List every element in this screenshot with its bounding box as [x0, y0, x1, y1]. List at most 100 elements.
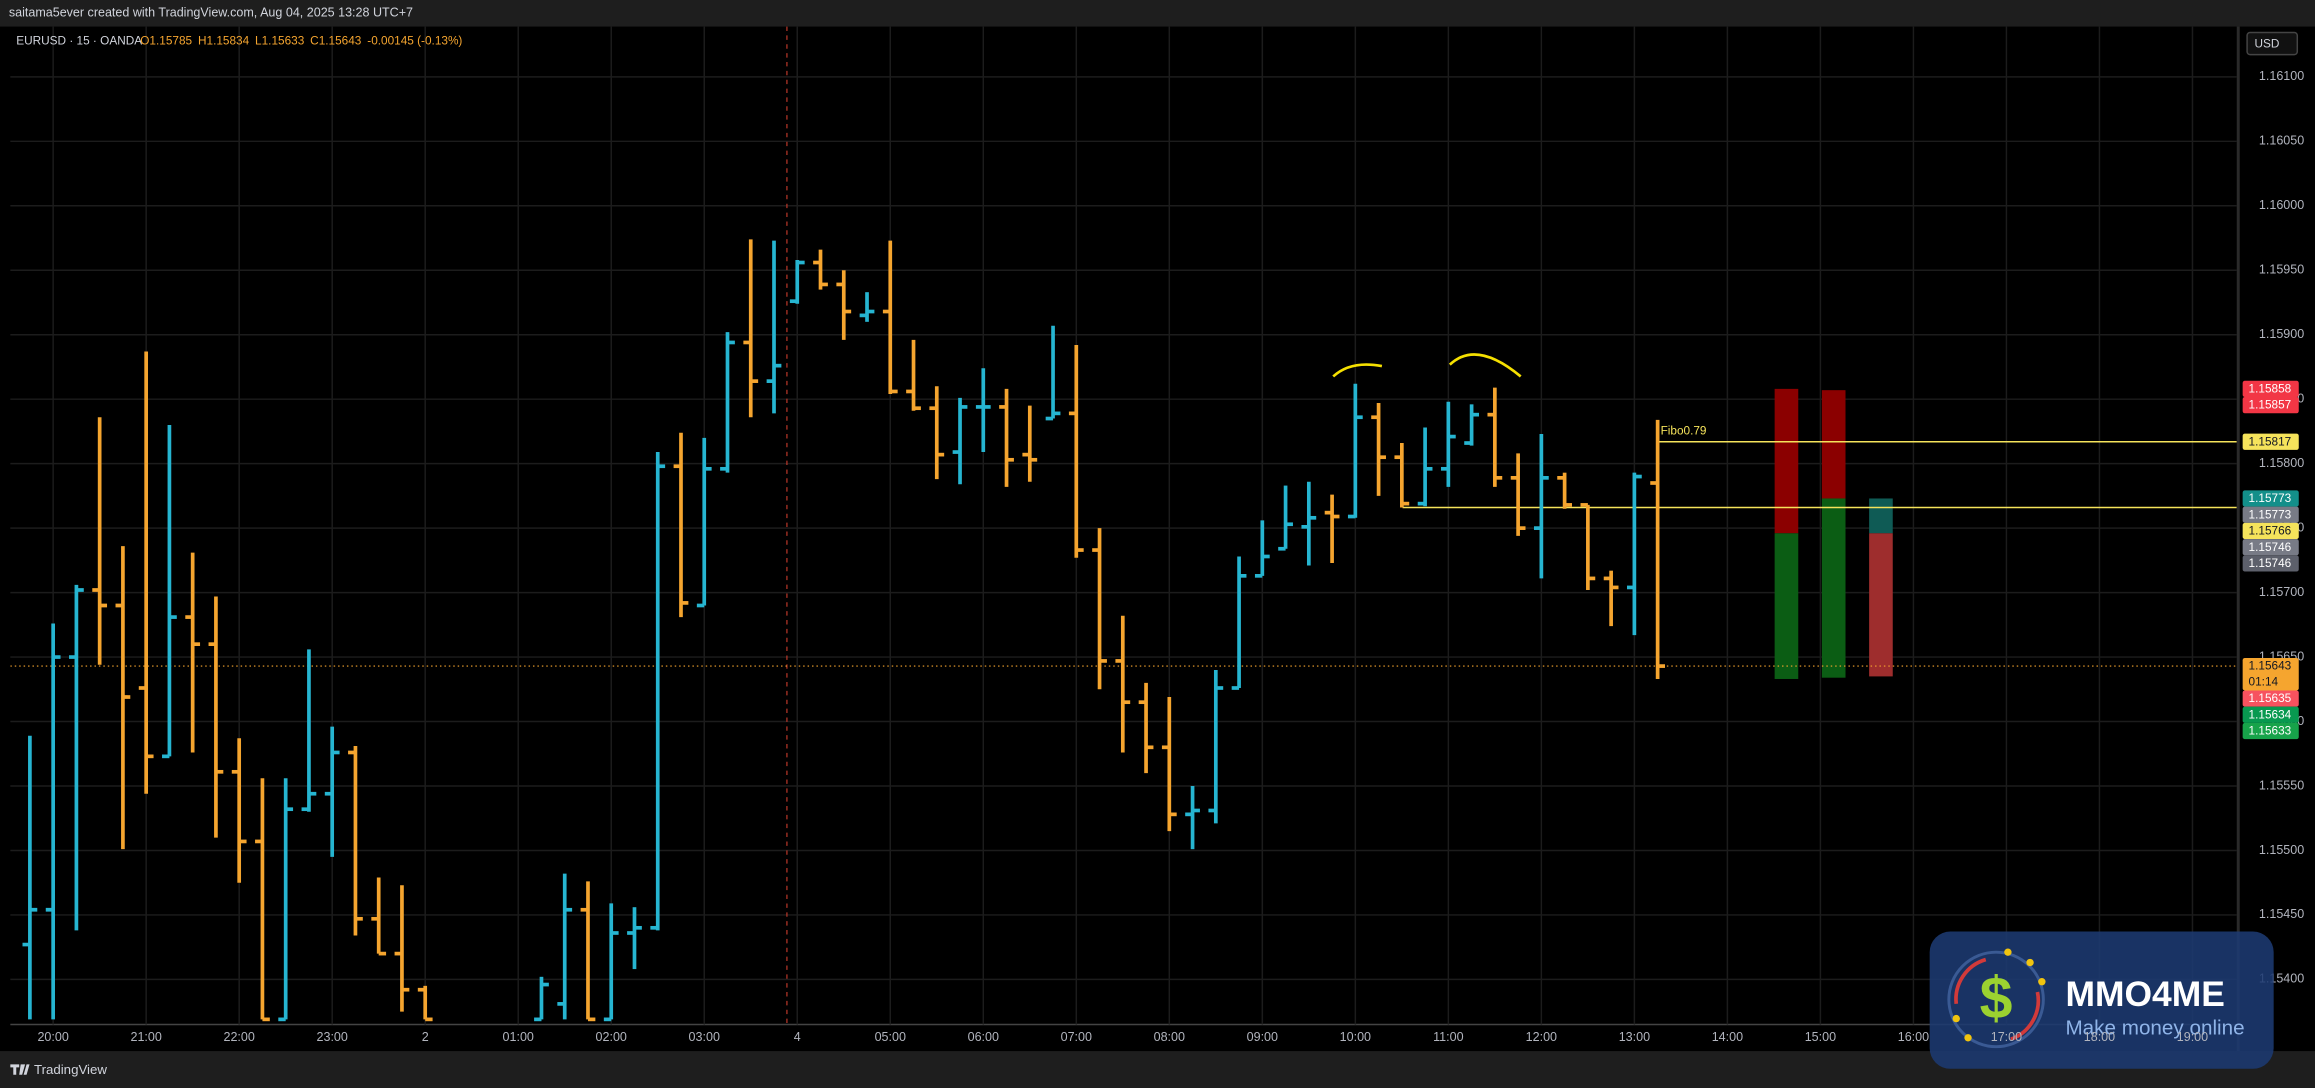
- watermark-star: [2026, 958, 2034, 967]
- price-label: 1.15766: [2249, 524, 2292, 538]
- price-label: 1.15773: [2249, 491, 2292, 505]
- price-label: 1.15746: [2249, 540, 2292, 554]
- price-label-box: [2242, 722, 2299, 740]
- x-tick-label: 2: [422, 1030, 429, 1044]
- price-label-box: [2242, 555, 2299, 572]
- y-tick-label: 1.16000: [2259, 198, 2304, 212]
- annotation-arc: [1448, 353, 1522, 378]
- price-label-box: [2242, 522, 2299, 540]
- ohlc-item: -0.00145 (-0.13%): [367, 33, 462, 47]
- y-tick-label: 1.15550: [2259, 778, 2304, 792]
- x-tick-label: 4: [794, 1030, 801, 1044]
- x-tick-label: 19:00: [2177, 1030, 2208, 1044]
- watermark-dollar: $: [1980, 965, 2013, 1031]
- currency-button[interactable]: [2246, 31, 2299, 56]
- x-tick-label: 07:00: [1061, 1030, 1092, 1044]
- watermark-arrow: [2010, 991, 2041, 1042]
- ohlc-item: O1.15785: [140, 33, 192, 47]
- countdown: 01:14: [2249, 674, 2279, 688]
- x-tick-label: 15:00: [1805, 1030, 1836, 1044]
- x-tick-label: 23:00: [317, 1030, 348, 1044]
- y-tick-label: 1.16050: [2259, 134, 2304, 148]
- price-label: 1.15857: [2249, 398, 2292, 412]
- price-label: 1.15746: [2249, 556, 2292, 570]
- ohlc-values: O1.15785 H1.15834 L1.15633 C1.15643 -0.00145…: [140, 33, 462, 47]
- y-tick-label: 1.15950: [2259, 263, 2304, 277]
- bars: [22, 239, 1666, 1022]
- footer-logo: TradingView: [10, 1062, 107, 1077]
- box-upper: [1774, 388, 1799, 534]
- x-tick-label: 22:00: [223, 1030, 254, 1044]
- price-label-box: [2242, 539, 2299, 556]
- logo-icon: [10, 1064, 30, 1075]
- watermark: $ MMO4ME Make money online: [1929, 931, 2274, 1069]
- price-label: 1.15858: [2249, 381, 2292, 395]
- price-label-box: [2242, 690, 2299, 707]
- box-upper: [1869, 498, 1893, 534]
- box-upper: [1821, 390, 1846, 499]
- price-label-box: [2242, 490, 2299, 507]
- credit: saitama5ever created with TradingView.co…: [9, 6, 413, 20]
- watermark-name: MMO4ME: [2065, 974, 2224, 1014]
- x-tick-label: 05:00: [875, 1030, 906, 1044]
- x-tick-label: 13:00: [1619, 1030, 1650, 1044]
- price-label: 1.15634: [2249, 707, 2292, 721]
- y-tick-label: 1.15450: [2259, 907, 2304, 921]
- watermark-star: [2038, 978, 2046, 986]
- watermark-box: [1929, 931, 2274, 1069]
- watermark-star: [1952, 1014, 1960, 1023]
- x-tick-label: 01:00: [503, 1030, 534, 1044]
- footer-bar: [0, 1051, 2315, 1088]
- box-lower: [1774, 533, 1799, 679]
- watermark-star: [1964, 1034, 1972, 1042]
- axis-divider: [2236, 26, 2240, 1052]
- x-tick-label: 12:00: [1526, 1030, 1557, 1044]
- annotation-arc: [1332, 363, 1383, 378]
- box-lower: [1821, 498, 1846, 678]
- x-tick-label: 09:00: [1247, 1030, 1278, 1044]
- x-tick-label: 02:00: [596, 1030, 627, 1044]
- price-axis: 1.154001.154501.155001.155501.156001.156…: [2242, 69, 2304, 986]
- x-tick-label: 11:00: [1433, 1030, 1463, 1044]
- symbol: EURUSD · 15 · OANDA: [16, 33, 142, 47]
- price-label: 1.15633: [2249, 724, 2292, 738]
- watermark-slogan: Make money online: [2065, 1016, 2244, 1039]
- ohlc-item: C1.15643: [310, 33, 362, 47]
- x-tick-label: 14:00: [1712, 1030, 1743, 1044]
- x-tick-label: 17:00: [1991, 1030, 2022, 1044]
- x-tick-label: 20:00: [37, 1030, 68, 1044]
- price-label: 1.15643: [2249, 659, 2292, 673]
- price-label-box: [2242, 433, 2299, 450]
- watermark-star: [2004, 948, 2012, 956]
- legend: EURUSD · 15 · OANDA O1.15785 H1.15834 L1.1…: [16, 33, 462, 47]
- x-tick-label: 18:00: [2084, 1030, 2115, 1044]
- x-tick-label: 03:00: [689, 1030, 720, 1044]
- ohlc-item: L1.15633: [255, 33, 305, 47]
- y-tick-label: 1.15900: [2259, 327, 2304, 341]
- y-tick-label: 1.15700: [2259, 585, 2304, 599]
- price-label: 1.15817: [2249, 434, 2292, 448]
- x-tick-label: 10:00: [1340, 1030, 1371, 1044]
- watermark-ring: [1947, 950, 2045, 1049]
- price-label-box: [2242, 706, 2299, 723]
- x-tick-label: 21:00: [130, 1030, 161, 1044]
- price-label-box: [2242, 396, 2299, 414]
- price-label-box: [2242, 657, 2299, 691]
- ohlc-item: H1.15834: [198, 33, 250, 47]
- box-lower: [1869, 533, 1893, 677]
- x-tick-label: 16:00: [1898, 1030, 1929, 1044]
- price-label: 1.15773: [2249, 507, 2292, 521]
- price-label: 1.15635: [2249, 691, 2292, 705]
- y-tick-label: 1.15500: [2259, 843, 2304, 857]
- y-tick-label: 1.15800: [2259, 456, 2304, 470]
- x-tick-label: 06:00: [968, 1030, 999, 1044]
- level-label: Fibo0.79: [1661, 424, 1707, 438]
- x-tick-label: 08:00: [1154, 1030, 1185, 1044]
- currency[interactable]: USD: [2254, 36, 2279, 50]
- footer-text: TradingView: [34, 1062, 107, 1077]
- y-tick-label: 1.16100: [2259, 69, 2304, 83]
- price-label-box: [2242, 506, 2299, 523]
